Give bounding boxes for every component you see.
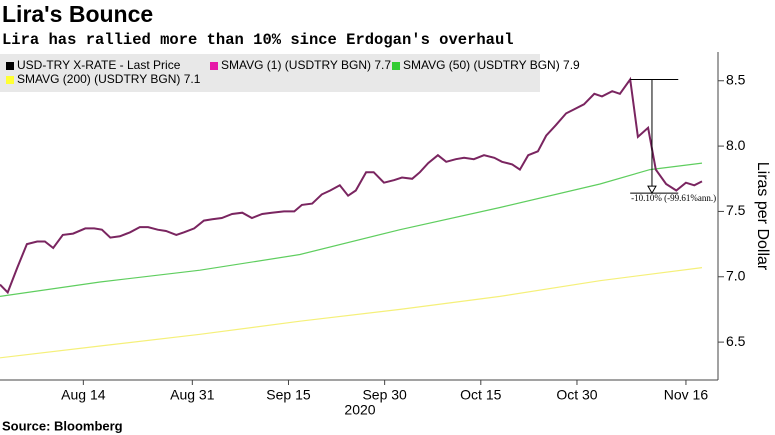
source: Source: Bloomberg: [2, 418, 123, 433]
legend-label: SMAVG (200) (USDTRY BGN) 7.1: [17, 72, 201, 86]
series-line: [0, 76, 703, 295]
legend-swatch: [6, 76, 14, 84]
y-axis-label: Liras per Dollar: [754, 162, 771, 271]
y-tick-label: 6.5: [726, 333, 746, 349]
x-tick-label: Nov 16: [664, 387, 709, 403]
legend-label: SMAVG (1) (USDTRY BGN) 7.7: [221, 58, 391, 72]
y-tick-label: 7.0: [726, 267, 746, 283]
y-tick-label: 8.5: [726, 71, 746, 87]
x-axis-year: 2020: [344, 402, 375, 418]
y-tick-label: 7.5: [726, 202, 746, 218]
x-tick-label: Oct 15: [460, 387, 501, 403]
legend-label: USD-TRY X-RATE - Last Price: [17, 58, 181, 72]
annotation-text: -10.10% (-99.61%ann.): [631, 193, 716, 203]
legend-background: [0, 54, 540, 92]
chart-title: Lira's Bounce: [2, 1, 153, 27]
series-line: [0, 267, 703, 359]
legend-swatch: [210, 62, 218, 70]
x-tick-label: Sep 30: [362, 387, 407, 403]
annotation-arrowhead: [647, 185, 657, 195]
x-tick-label: Aug 14: [61, 387, 106, 403]
legend-swatch: [6, 62, 14, 70]
series-line: [0, 162, 703, 297]
x-tick-label: Sep 15: [266, 387, 311, 403]
y-tick-label: 8.0: [726, 137, 746, 153]
legend-label: SMAVG (50) (USDTRY BGN) 7.9: [403, 58, 580, 72]
x-tick-label: Aug 31: [170, 387, 215, 403]
legend-swatch: [392, 62, 400, 70]
chart-subtitle: Lira has rallied more than 10% since Erd…: [2, 31, 514, 49]
x-tick-label: Oct 30: [556, 387, 597, 403]
